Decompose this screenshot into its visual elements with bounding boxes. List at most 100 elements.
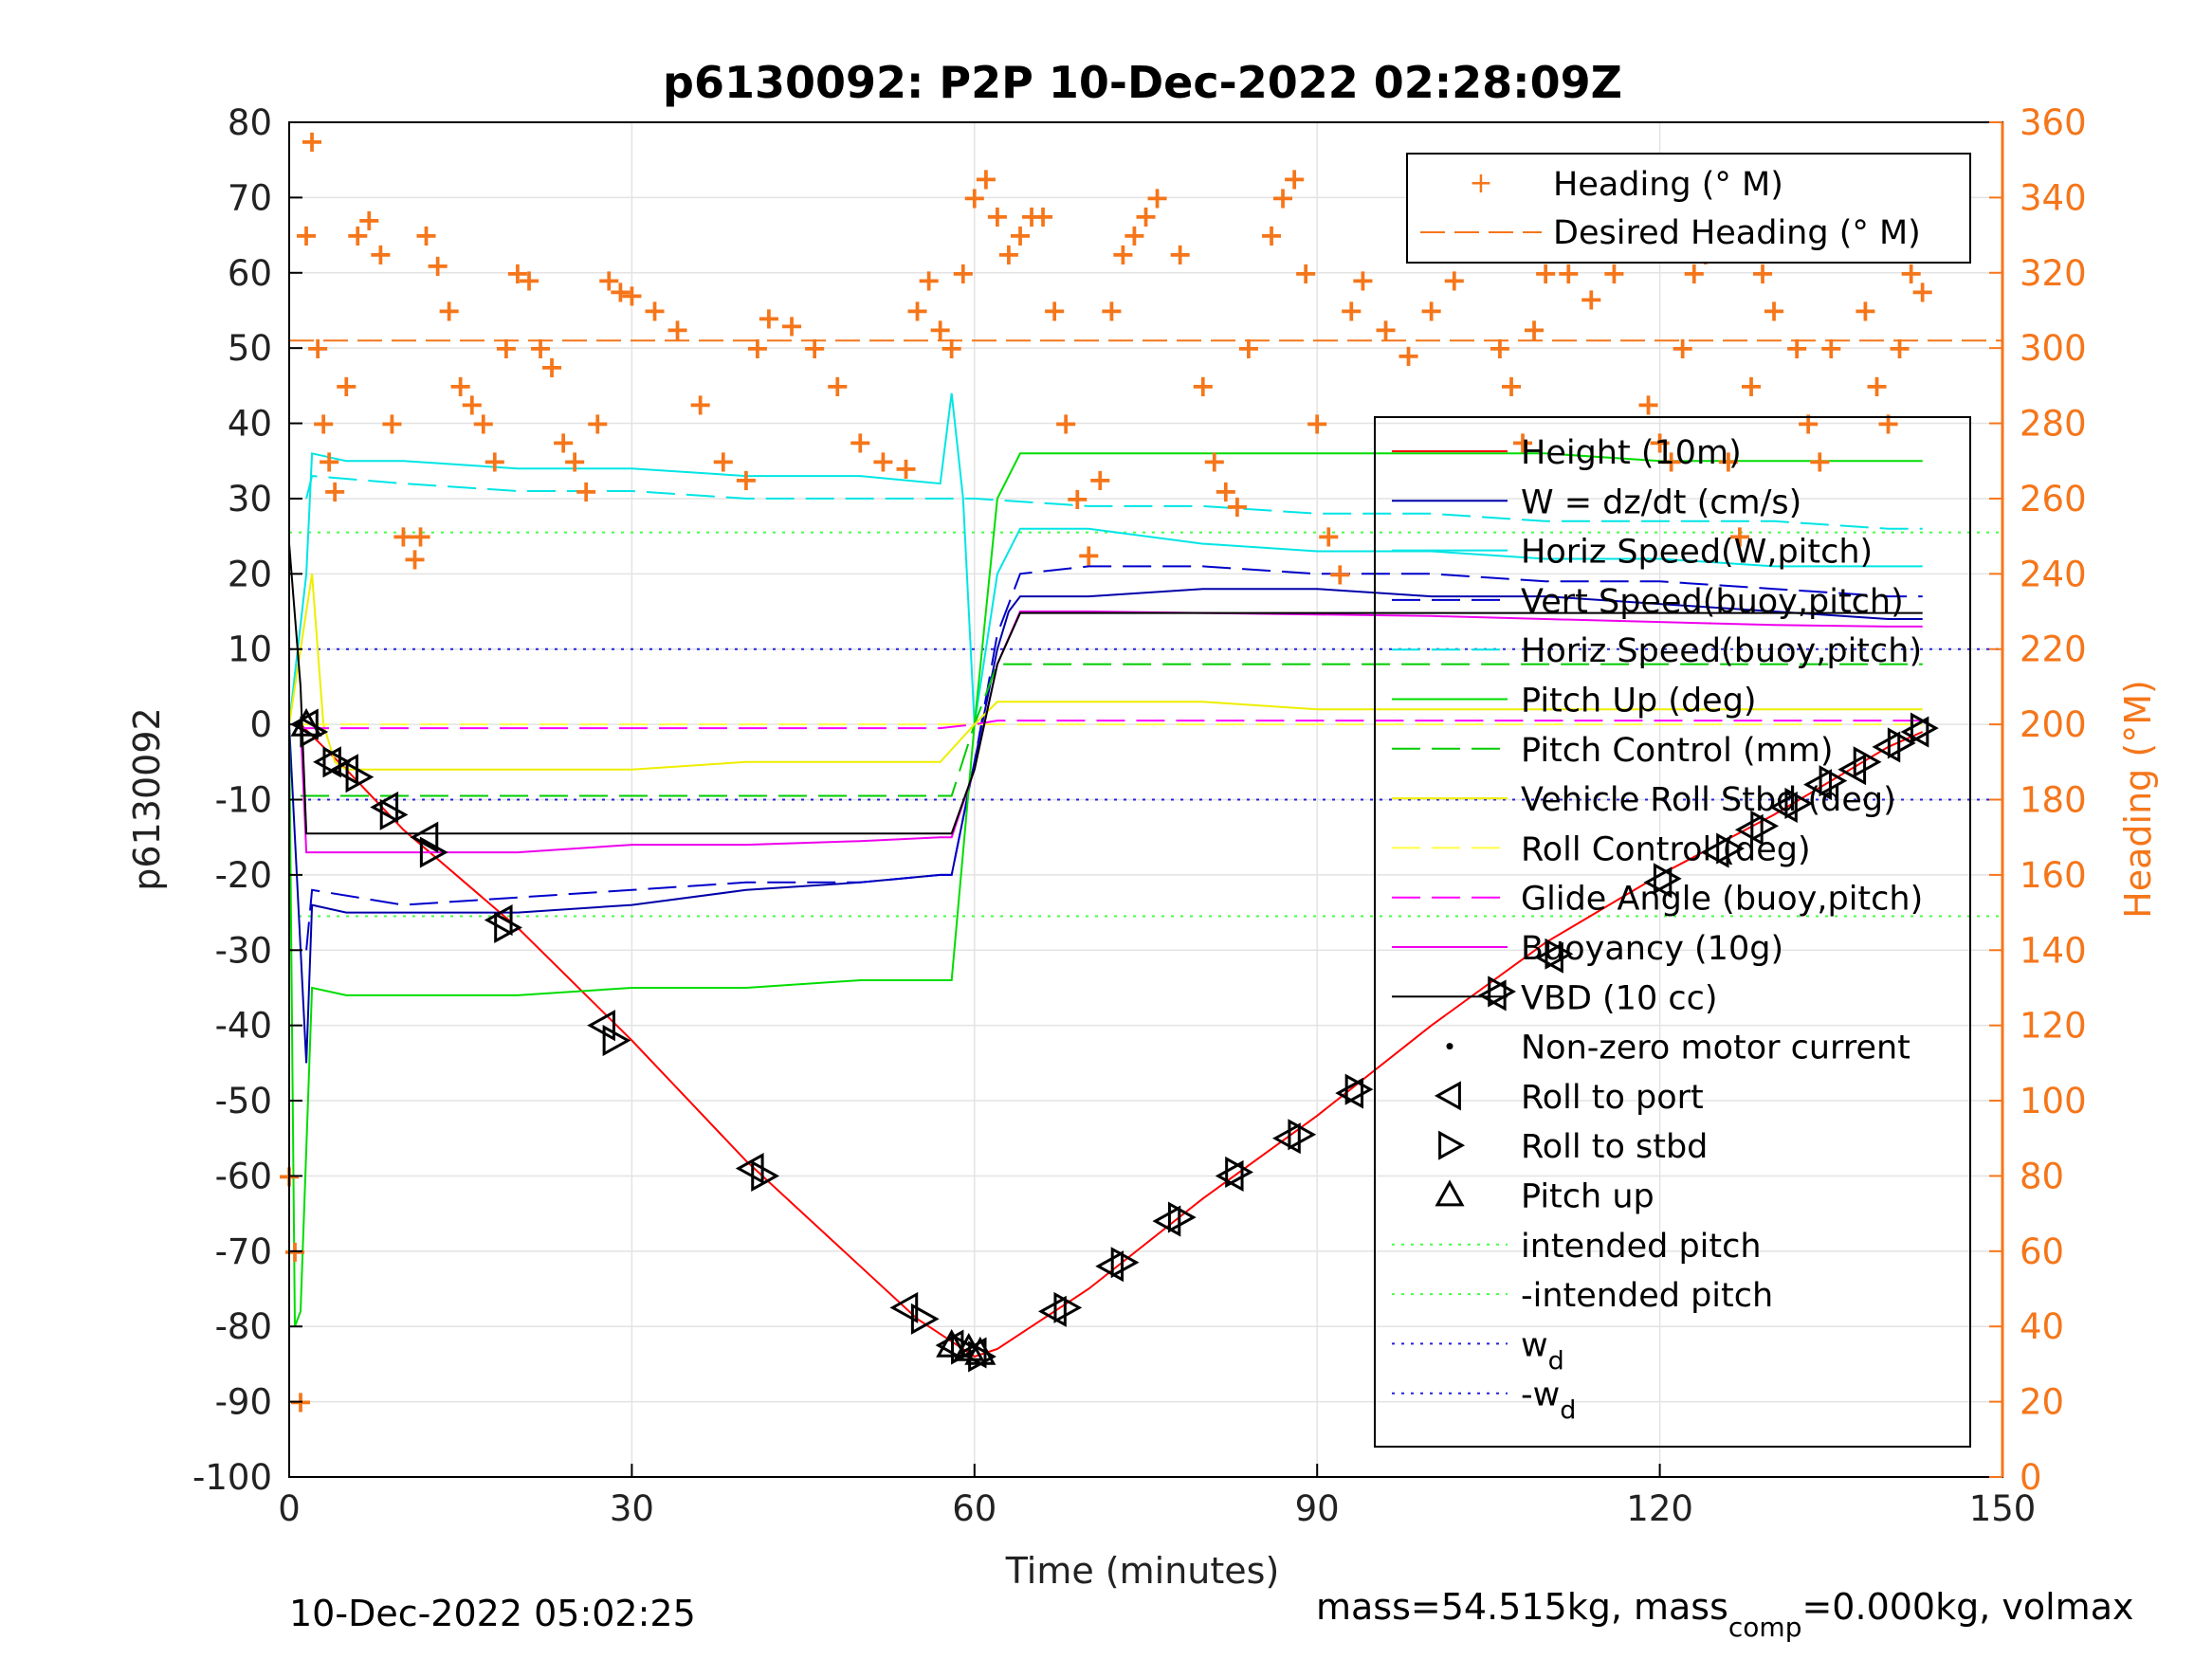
- y-right-tick-label: 340: [2020, 177, 2087, 218]
- heading-point: +: [710, 443, 736, 479]
- y-tick-label: 20: [228, 554, 272, 594]
- heading-point: +: [596, 263, 622, 299]
- y-tick-label: 30: [228, 479, 272, 520]
- heading-point: +: [745, 330, 771, 366]
- roll-to-port-marker: [587, 1010, 615, 1042]
- heading-point: +: [1144, 179, 1170, 215]
- heading-legend-box: [1406, 153, 1971, 264]
- legend-entry-vbd-10-cc-11: VBD (10 cc): [1392, 979, 1718, 1017]
- heading-point: +: [408, 519, 433, 555]
- heading-point: +: [368, 236, 393, 272]
- heading-point: +: [1190, 368, 1216, 404]
- roll-to-port-marker: [1038, 1295, 1067, 1327]
- legend-label: Glide Angle (buoy,pitch): [1521, 881, 1923, 919]
- roll-to-stbd-marker: [419, 836, 448, 868]
- heading-point: +: [916, 263, 941, 299]
- heading-point: +: [608, 274, 633, 310]
- y-right-tick-label: 360: [2020, 102, 2087, 143]
- legend-entry-roll-to-port-13: Roll to port: [1434, 1079, 1704, 1117]
- roll-to-stbd-marker: [1910, 712, 1939, 744]
- roll-to-stbd-marker: [1053, 1291, 1083, 1323]
- y-tick-label: 50: [228, 328, 272, 369]
- footer-timestamp: 10-Dec-2022 05:02:25: [289, 1593, 696, 1634]
- reference-lines: [289, 339, 2002, 918]
- series-lines: [288, 392, 1924, 1358]
- roll-to-port-marker: [484, 903, 513, 937]
- heading-point: +: [528, 330, 554, 366]
- y-right-axis-label: Heading (°M): [2117, 680, 2159, 919]
- roll-to-stbd-marker: [1887, 727, 1916, 759]
- y-tick-label: 40: [228, 404, 272, 445]
- legend-entry-intended-pitch-17: -intended pitch: [1392, 1277, 1773, 1315]
- y-tick-label: -20: [215, 855, 272, 896]
- heading-point: +: [1031, 198, 1056, 234]
- heading-point: +: [1167, 236, 1193, 272]
- heading-point: +: [1259, 217, 1285, 253]
- heading-point: +: [1122, 217, 1147, 253]
- heading-point: +: [551, 424, 576, 460]
- desired-heading-legend-label: Desired Heading (° M): [1553, 214, 1921, 252]
- roll-to-port-marker: [1095, 1250, 1124, 1283]
- pitch-up-marker: [936, 1328, 968, 1358]
- heading-point: +: [1396, 337, 1421, 374]
- heading-point: +: [1853, 292, 1878, 328]
- heading-point: +: [1282, 161, 1307, 197]
- heading-point: +: [1819, 330, 1844, 366]
- legend-entry-roll-to-stbd-14: Roll to stbd: [1438, 1128, 1708, 1166]
- legend-label: Horiz Speed(W,pitch): [1521, 534, 1873, 572]
- y-tick-label: -100: [192, 1457, 272, 1498]
- heading-point: +: [1739, 368, 1764, 404]
- heading-point: +: [1305, 406, 1330, 442]
- heading-point: +: [1213, 473, 1238, 509]
- roll-to-port-marker: [313, 746, 341, 778]
- heading-point: +: [1418, 292, 1444, 328]
- legend-label: Buoyancy (10g): [1521, 930, 1783, 968]
- heading-point: +: [1807, 443, 1833, 479]
- roll-to-port-marker: [1734, 813, 1764, 846]
- heading-point: +: [825, 368, 850, 404]
- heading-point: +: [1019, 198, 1045, 234]
- heading-point: +: [870, 443, 896, 479]
- y-right-tick-labels: 3603403203002802602402202001801601401201…: [1989, 102, 2087, 1498]
- x-tick-label: 0: [278, 1488, 301, 1529]
- legend-label: VBD (10 cc): [1521, 979, 1718, 1017]
- roll-to-stbd-marker: [1110, 1247, 1140, 1279]
- roll-to-port-marker: [1152, 1205, 1181, 1237]
- heading-point: +: [425, 247, 450, 283]
- heading-point: +: [1910, 274, 1935, 310]
- legend-entry-w-d-19: -wd: [1392, 1376, 1576, 1426]
- heading-point: +: [334, 368, 359, 404]
- heading-point: +: [1133, 198, 1159, 234]
- heading-point: +: [505, 255, 531, 291]
- heading-point: +: [687, 387, 713, 423]
- legend-entry-w-d-18: wd: [1392, 1326, 1564, 1376]
- roll-to-stbd-marker: [1750, 810, 1780, 842]
- y-tick-label: 0: [249, 704, 272, 745]
- roll-to-stbd-marker: [345, 761, 375, 793]
- heading-point: +: [1327, 556, 1353, 592]
- heading-point: +: [1658, 443, 1684, 479]
- heading-point: +: [1875, 406, 1901, 442]
- heading-point: +: [391, 519, 416, 555]
- heading-point: +: [436, 292, 462, 328]
- heading-point: +: [305, 330, 331, 366]
- heading-point: +: [961, 179, 987, 215]
- roll-to-stbd-marker: [1344, 1073, 1374, 1105]
- roll-to-port-marker: [289, 708, 319, 740]
- heading-point: +: [1579, 282, 1604, 318]
- heading-point: +: [294, 217, 320, 253]
- heading-point: +: [619, 278, 645, 314]
- heading-point: +: [470, 406, 496, 442]
- chart-title: p6130092: P2P 10-Dec-2022 02:28:09Z: [663, 57, 1622, 108]
- heading-point: +: [802, 330, 828, 366]
- heading-point: +: [1201, 443, 1227, 479]
- legend-label: intended pitch: [1521, 1228, 1762, 1266]
- heading-point: +: [413, 217, 439, 253]
- y-right-tick-label: 100: [2020, 1081, 2087, 1121]
- x-tick-labels: 0 30 60 90 120 150: [278, 1464, 2036, 1529]
- roll-to-port-marker: [1872, 731, 1901, 763]
- y-right-tick-label: 300: [2020, 328, 2087, 369]
- legend-entry-w-dz-dt-cm-s-1: W = dz/dt (cm/s): [1392, 483, 1801, 521]
- heading-point: +: [665, 311, 690, 347]
- heading-point: +: [448, 368, 473, 404]
